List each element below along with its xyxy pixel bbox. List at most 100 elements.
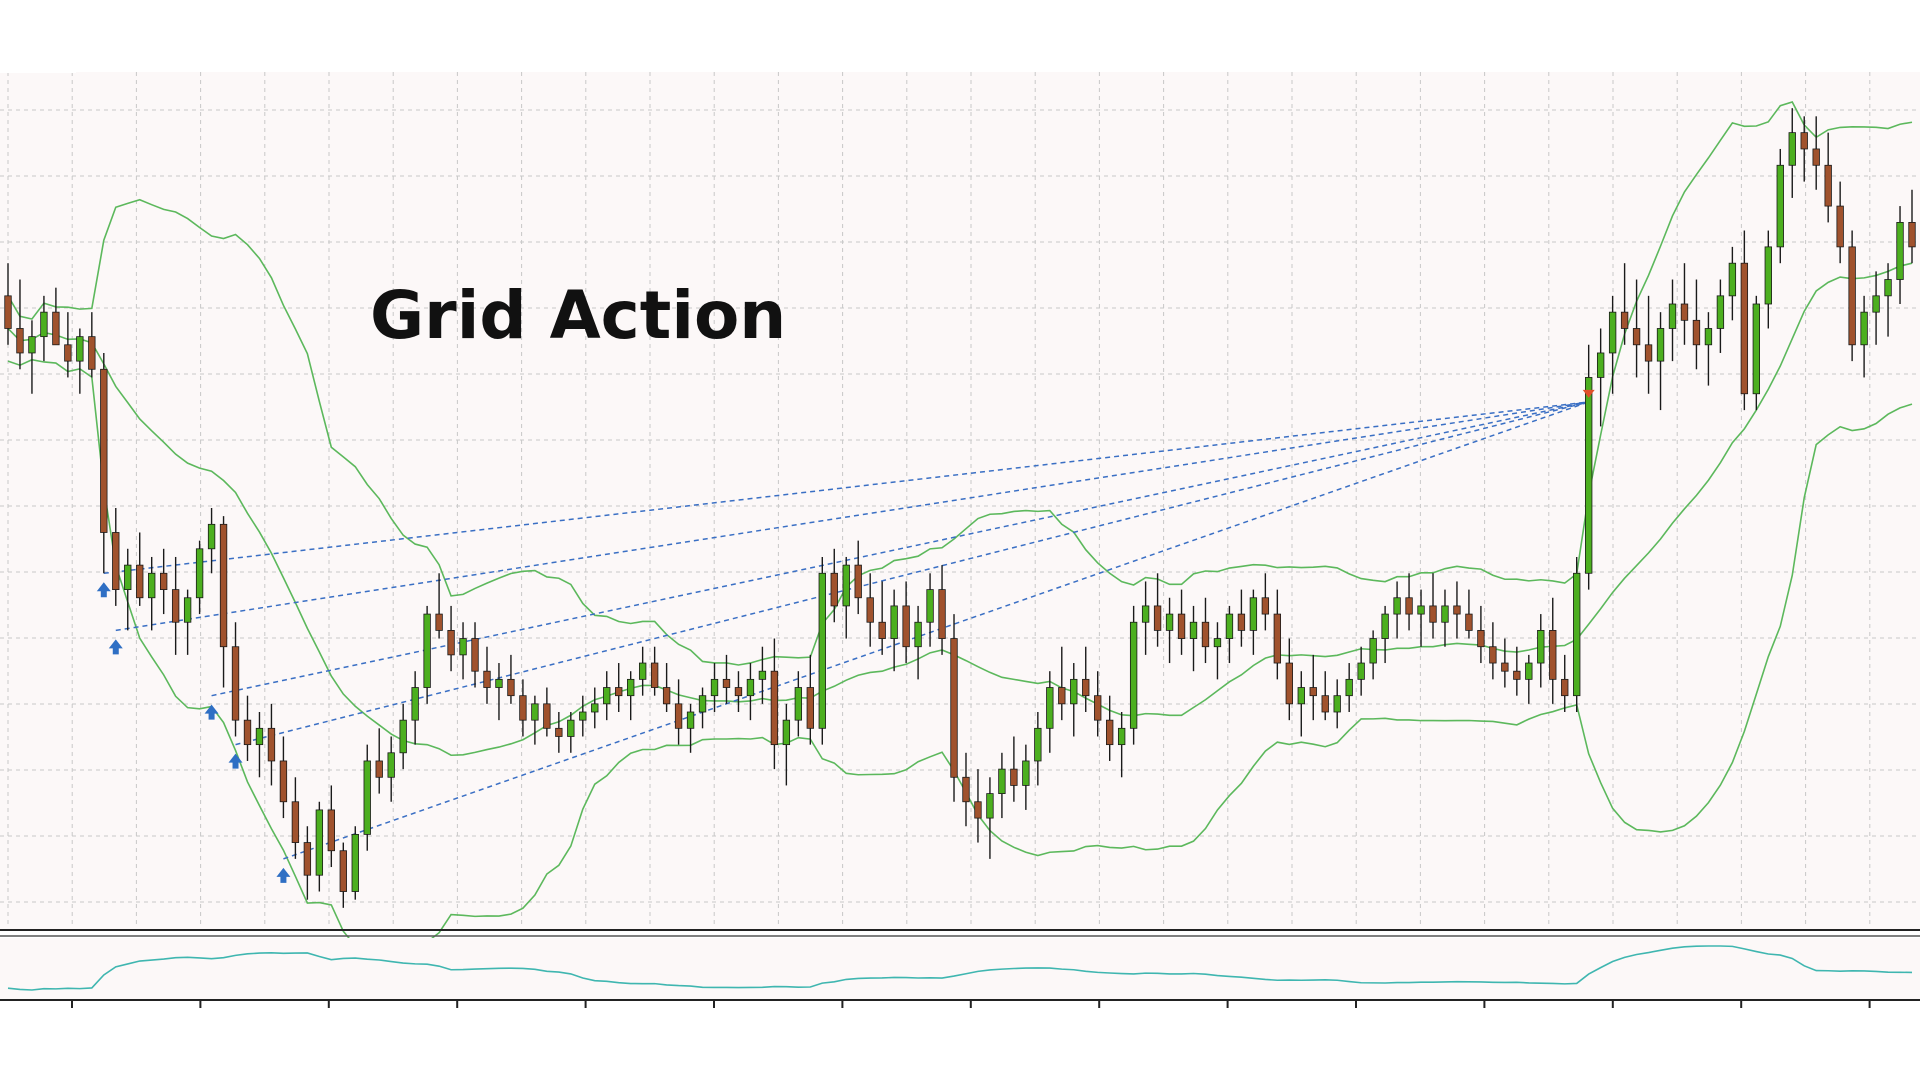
- candle-body: [1525, 662, 1533, 680]
- candle-body: [1129, 621, 1138, 729]
- candle-body: [1788, 132, 1796, 166]
- candle-body: [543, 703, 551, 729]
- candle-body: [291, 801, 300, 843]
- candle-body: [267, 727, 276, 762]
- candle-body: [471, 638, 479, 672]
- candle-body: [148, 572, 156, 599]
- candle-body: [243, 719, 252, 746]
- candle-body: [1357, 662, 1365, 680]
- candle-body: [1058, 687, 1066, 705]
- candle-body: [698, 695, 707, 713]
- candle-body: [1692, 319, 1701, 346]
- grid-trade-lines: [103, 401, 1589, 860]
- candle-body: [962, 776, 970, 803]
- candle-body: [1872, 295, 1880, 313]
- candle-body: [195, 548, 204, 599]
- candle-body: [890, 605, 898, 639]
- candle-body: [746, 678, 755, 697]
- candle-body: [914, 621, 922, 648]
- candle-body: [1429, 605, 1437, 623]
- candle-body: [399, 719, 407, 754]
- oscillator-panel: [0, 938, 1920, 1000]
- candle-body: [1800, 132, 1808, 150]
- chart-title: Grid Action: [370, 277, 786, 354]
- grid-trade-line: [283, 401, 1589, 860]
- buy-arrow-icon: [96, 582, 111, 598]
- candle-body: [4, 295, 12, 329]
- candle-body: [1094, 695, 1102, 721]
- candle-body: [782, 719, 791, 746]
- candle-body: [76, 336, 84, 362]
- candle-body: [806, 687, 814, 729]
- grid-trade-line: [115, 401, 1589, 632]
- candle-body: [423, 613, 431, 688]
- candle-body: [603, 687, 611, 705]
- candle-body: [638, 662, 647, 680]
- candle-body: [1249, 597, 1258, 631]
- candle-body: [363, 760, 371, 835]
- candle-body: [1321, 695, 1329, 713]
- candle-body: [1237, 613, 1246, 631]
- trade-markers: [96, 389, 1595, 883]
- candle-body: [1345, 678, 1353, 697]
- candle-body: [447, 630, 455, 656]
- candle-body: [1213, 638, 1222, 648]
- candle-body: [734, 687, 743, 697]
- candle-body: [1608, 311, 1617, 354]
- candle-body: [160, 572, 168, 591]
- candle-body: [459, 638, 467, 656]
- candle-body: [1106, 719, 1114, 746]
- candle-body: [411, 687, 419, 721]
- candle-body: [1776, 164, 1784, 248]
- candle-body: [1728, 262, 1737, 297]
- candle-body: [1704, 328, 1713, 346]
- candle-body: [998, 768, 1006, 794]
- candle-body: [387, 752, 395, 778]
- time-axis-ticks: [71, 1000, 1871, 1008]
- candle-body: [1908, 221, 1916, 248]
- candle-body: [231, 646, 240, 721]
- candle-body: [219, 523, 228, 648]
- candle-body: [279, 760, 288, 803]
- candle-body: [650, 662, 659, 688]
- candle-body: [507, 678, 515, 697]
- candle-body: [1812, 148, 1820, 166]
- candle-body: [315, 809, 324, 876]
- candle-body: [591, 703, 599, 713]
- candle-body: [830, 572, 838, 607]
- candle-body: [483, 670, 491, 688]
- candle-body: [1501, 662, 1509, 672]
- candle-body: [1046, 687, 1054, 729]
- candle-body: [1381, 613, 1389, 639]
- candle-body: [615, 687, 623, 697]
- candlesticks: [4, 108, 1916, 908]
- candle-body: [1884, 279, 1892, 297]
- candle-body: [1010, 768, 1018, 786]
- candle-body: [112, 532, 120, 590]
- candle-body: [1585, 377, 1593, 574]
- oscillator-line: [7, 945, 1913, 991]
- buy-arrow-icon: [108, 639, 123, 655]
- candle-body: [1716, 295, 1725, 329]
- candle-body: [1141, 605, 1150, 623]
- candle-body: [495, 678, 503, 688]
- candle-body: [794, 687, 803, 721]
- candle-body: [938, 589, 946, 639]
- candle-body: [1860, 311, 1868, 346]
- candle-body: [1117, 727, 1126, 746]
- candle-body: [1393, 597, 1401, 615]
- candle-body: [1465, 613, 1473, 631]
- candle-body: [1225, 613, 1234, 639]
- candle-body: [1549, 630, 1557, 680]
- candle-body: [1513, 670, 1521, 680]
- candle-body: [64, 344, 72, 362]
- candle-body: [1309, 687, 1317, 697]
- grid-trade-line: [211, 401, 1589, 697]
- candle-body: [722, 678, 731, 688]
- candle-body: [1405, 597, 1413, 615]
- candle-body: [339, 850, 347, 892]
- candle-body: [183, 597, 192, 623]
- candle-body: [1848, 246, 1856, 346]
- candle-body: [1680, 303, 1689, 321]
- candle-body: [255, 727, 264, 746]
